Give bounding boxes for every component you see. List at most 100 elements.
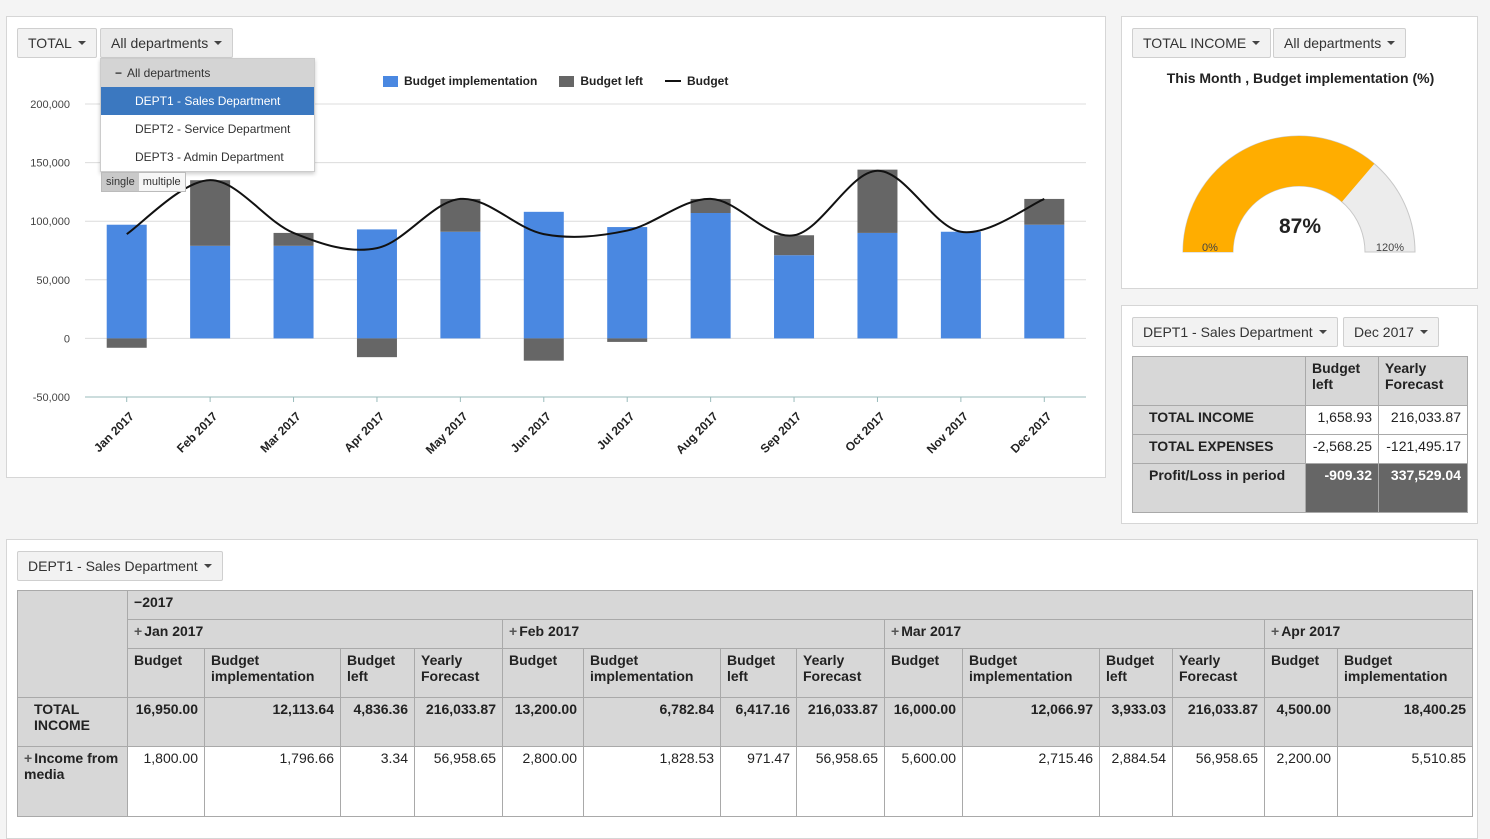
single-mode-button[interactable]: single (102, 173, 139, 191)
cell-value: 216,033.87 (796, 697, 885, 747)
menu-item-dept3[interactable]: DEPT3 - Admin Department (135, 150, 284, 164)
summary-panel: DEPT1 - Sales Department Dec 2017 Budget… (1121, 305, 1478, 524)
year-label: 2017 (142, 594, 174, 610)
row-header-income-from-media[interactable]: + Income from media (17, 746, 128, 817)
cell-value: -121,495.17 (1378, 434, 1468, 464)
year-header[interactable]: −2017 (127, 590, 1473, 620)
row-header-total-income: TOTAL INCOME (1132, 405, 1306, 435)
expand-plus-icon: + (1271, 623, 1280, 639)
cell-value: 12,113.64 (204, 697, 341, 747)
chevron-down-icon (1252, 41, 1261, 45)
bar-budget-implementation (1024, 224, 1065, 339)
x-tick-label: Sep 2017 (757, 409, 804, 456)
bar-budget-implementation (190, 245, 231, 339)
corner-cell (17, 590, 128, 698)
month-label: Dec 2017 (1354, 324, 1414, 340)
chevron-down-icon (214, 41, 223, 45)
expand-plus-icon: + (134, 623, 143, 639)
menu-item-dept2[interactable]: DEPT2 - Service Department (135, 122, 291, 136)
gauge-fill (1183, 135, 1375, 252)
corner-cell (1132, 356, 1306, 406)
legend-swatch (383, 75, 398, 87)
summary-department-label: DEPT1 - Sales Department (1143, 324, 1313, 340)
chevron-down-icon (1419, 330, 1428, 334)
department-filter-dropdown[interactable]: All departments (100, 28, 234, 58)
gauge-panel: TOTAL INCOME All departments This Month … (1121, 16, 1478, 289)
table-row: TOTAL EXPENSES -2,568.25 -121,495.17 (1132, 434, 1468, 464)
month-header-jan[interactable]: + Jan 2017 (127, 619, 503, 649)
cell-value: 4,836.36 (340, 697, 415, 747)
legend-label: Budget left (580, 74, 644, 88)
column-header-yearly-forecast: Yearly Forecast (1378, 356, 1468, 406)
x-tick-label: Nov 2017 (924, 409, 971, 456)
table-header-row: Budget left Yearly Forecast (1132, 356, 1468, 406)
row-header-total-expenses: TOTAL EXPENSES (1132, 434, 1306, 464)
budget-gauge (1182, 135, 1416, 253)
bar-budget-left (1024, 198, 1065, 225)
cell-value: 1,800.00 (127, 746, 205, 817)
legend-budget-left[interactable]: Budget left (559, 74, 643, 88)
table-row: TOTAL INCOME 16,950.00 12,113.64 4,836.36 2… (17, 697, 1473, 747)
y-tick-label: 50,000 (36, 275, 70, 287)
gauge-department-label: All departments (1284, 35, 1382, 51)
measure-header: Budget left (720, 648, 797, 698)
total-filter-label: TOTAL (28, 35, 72, 51)
x-tick-label: Jul 2017 (594, 409, 638, 453)
menu-header-all-departments[interactable]: − All departments (101, 59, 314, 87)
measure-header: Budget left (1099, 648, 1173, 698)
gauge-department-dropdown[interactable]: All departments (1273, 28, 1407, 58)
total-filter-dropdown[interactable]: TOTAL (17, 28, 97, 58)
cell-value: -2,568.25 (1305, 434, 1379, 464)
legend-label: Budget (687, 74, 729, 88)
cell-value: 337,529.04 (1378, 463, 1468, 513)
legend-implementation[interactable]: Budget implementation (383, 74, 537, 88)
menu-item-dept1[interactable]: DEPT1 - Sales Department (101, 87, 314, 115)
table-row: + Income from media 1,800.00 1,796.66 3.34 5… (17, 746, 1473, 817)
expand-plus-icon: + (24, 750, 33, 766)
column-header-budget-left: Budget left (1305, 356, 1379, 406)
month-label: Mar 2017 (901, 623, 962, 639)
measure-header: Budget (502, 648, 584, 698)
row-label: Income from media (24, 750, 119, 782)
expand-plus-icon: + (509, 623, 518, 639)
x-tick-label: Apr 2017 (341, 409, 387, 455)
month-header-mar[interactable]: + Mar 2017 (884, 619, 1265, 649)
bar-budget-implementation (273, 245, 314, 339)
measure-header: Budget implementation (1337, 648, 1473, 698)
bar-budget-implementation (440, 231, 481, 339)
gauge-max-label: 120% (1375, 242, 1405, 254)
cell-value: 12,066.97 (962, 697, 1100, 747)
legend-swatch (559, 75, 575, 87)
summary-department-dropdown[interactable]: DEPT1 - Sales Department (1132, 317, 1338, 347)
bar-budget-left (356, 338, 397, 358)
income-type-label: TOTAL INCOME (1143, 35, 1247, 51)
y-tick-label: -50,000 (33, 392, 70, 404)
x-tick-label: Aug 2017 (673, 409, 721, 457)
cell-value: 1,796.66 (204, 746, 341, 817)
month-label: Jan 2017 (144, 623, 204, 639)
y-tick-label: 150,000 (30, 158, 70, 170)
pivot-department-dropdown[interactable]: DEPT1 - Sales Department (17, 551, 223, 581)
bar-budget-implementation (690, 212, 731, 339)
income-type-dropdown[interactable]: TOTAL INCOME (1132, 28, 1272, 58)
bar-budget-left (190, 180, 231, 246)
month-dropdown[interactable]: Dec 2017 (1343, 317, 1439, 347)
y-tick-label: 100,000 (30, 216, 70, 228)
table-row: TOTAL INCOME 1,658.93 216,033.87 (1132, 405, 1468, 435)
x-tick-label: Jan 2017 (91, 409, 137, 455)
gauge-value: 87% (1278, 215, 1322, 238)
bar-budget-implementation (607, 227, 648, 339)
legend-budget[interactable]: Budget (665, 74, 728, 88)
cell-value: 216,033.87 (414, 697, 503, 747)
chart-legend: Budget implementation Budget left Budget (383, 74, 728, 88)
pivot-department-label: DEPT1 - Sales Department (28, 558, 198, 574)
cell-value: -909.32 (1305, 463, 1379, 513)
department-filter-label: All departments (111, 35, 209, 51)
cell-value: 3.34 (340, 746, 415, 817)
bar-budget-implementation (356, 229, 397, 339)
measure-header: Budget left (340, 648, 415, 698)
month-header-apr[interactable]: + Apr 2017 (1264, 619, 1473, 649)
month-label: Feb 2017 (519, 623, 580, 639)
month-header-feb[interactable]: + Feb 2017 (502, 619, 885, 649)
multiple-mode-button[interactable]: multiple (138, 173, 185, 191)
